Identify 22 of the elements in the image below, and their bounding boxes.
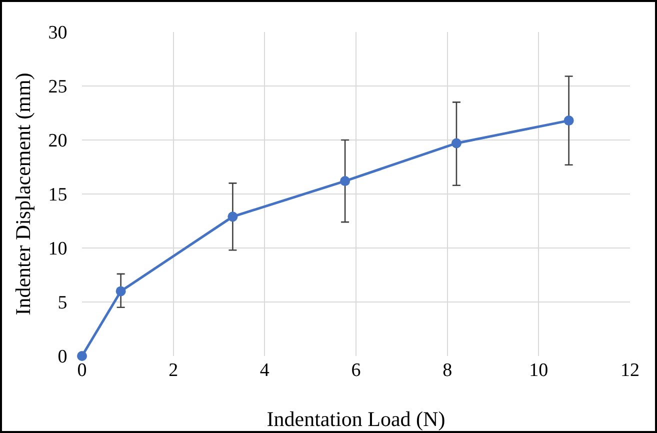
x-tick-label: 0	[77, 360, 87, 381]
y-tick-label: 30	[48, 22, 68, 44]
point	[564, 116, 574, 126]
point	[228, 212, 238, 222]
x-tick-label: 4	[260, 360, 270, 381]
x-tick-label: 10	[529, 360, 548, 381]
y-axis-title: Indenter Displacement (mm)	[11, 72, 35, 316]
x-tick-label: 12	[620, 360, 640, 381]
y-tick-label: 5	[58, 292, 68, 314]
point	[116, 286, 126, 296]
y-tick-label: 15	[48, 184, 68, 206]
y-tick-label: 25	[48, 76, 68, 98]
x-tick-label: 8	[442, 360, 452, 381]
point	[340, 176, 350, 186]
x-axis-title: Indentation Load (N)	[266, 407, 446, 431]
y-tick-label: 20	[48, 130, 68, 152]
point	[77, 351, 87, 361]
x-tick-label: 2	[168, 360, 178, 381]
point	[451, 138, 462, 148]
y-tick-label: 10	[48, 238, 68, 260]
y-tick-label: 0	[58, 346, 68, 368]
x-tick-label: 6	[351, 360, 361, 381]
